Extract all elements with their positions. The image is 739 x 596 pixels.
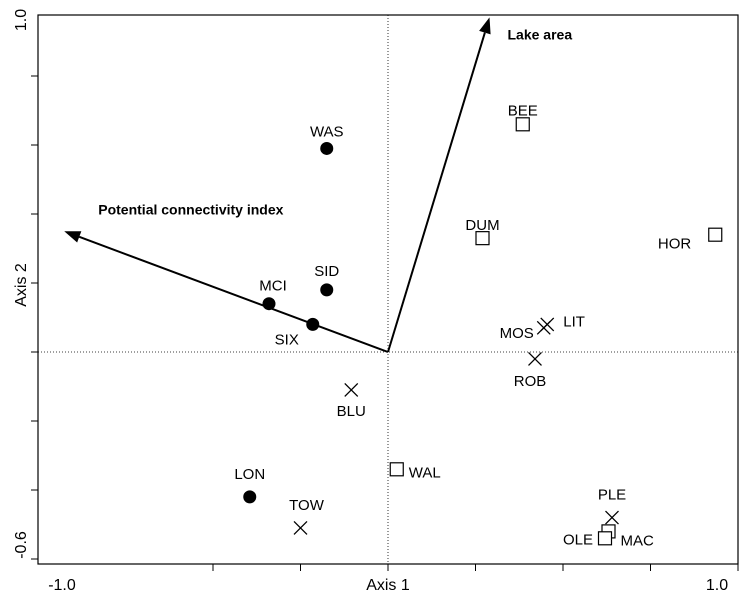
vector-arrowhead xyxy=(64,231,82,243)
x-tick-left: -1.0 xyxy=(48,577,76,594)
point-label: ROB xyxy=(514,373,547,390)
point-label: WAL xyxy=(409,464,441,481)
x-tick-right: 1.0 xyxy=(706,577,728,594)
point-marker xyxy=(515,117,530,132)
point-marker xyxy=(306,317,320,331)
y-tick-top: 1.0 xyxy=(13,9,30,31)
point-label: MCI xyxy=(259,278,287,295)
point-label: BEE xyxy=(508,102,538,119)
y-axis-label: Axis 2 xyxy=(13,263,30,307)
vector-label: Potential connectivity index xyxy=(98,201,283,217)
point-label: HOR xyxy=(658,236,692,253)
point-marker xyxy=(540,317,555,332)
axis-ticks xyxy=(31,75,739,571)
biplot-vectors: Lake area Potential connectivity index xyxy=(64,17,573,353)
x-axis-label: Axis 1 xyxy=(366,577,410,594)
point-marker xyxy=(528,351,542,366)
point-marker xyxy=(708,227,723,242)
point-label: MAC xyxy=(621,532,655,549)
point-label: WAS xyxy=(310,123,344,140)
point-label: LON xyxy=(234,466,265,483)
point-label: PLE xyxy=(598,487,626,504)
point-label: SIX xyxy=(275,331,299,348)
point-label: DUM xyxy=(465,217,499,234)
point-marker xyxy=(262,297,276,311)
point-label: BLU xyxy=(337,403,366,420)
point-label: TOW xyxy=(289,497,325,514)
point-marker xyxy=(389,462,404,477)
point-marker xyxy=(344,382,359,397)
vector-line xyxy=(387,32,486,353)
vector-arrowhead xyxy=(479,17,491,35)
point-label: LIT xyxy=(563,313,585,330)
site-points: WAS SID MCI SIX LON BLU TOW BEE DUM HOR MOS LIT ROB W… xyxy=(234,102,723,549)
point-label: OLE xyxy=(563,531,593,548)
point-label: MOS xyxy=(500,325,534,342)
point-marker xyxy=(320,141,334,155)
point-marker xyxy=(293,520,308,535)
point-marker xyxy=(475,231,490,246)
point-marker xyxy=(243,490,257,504)
point-marker xyxy=(597,531,613,546)
vector-line xyxy=(78,235,389,353)
vector-label: Lake area xyxy=(508,26,573,42)
y-tick-bottom: -0.6 xyxy=(13,531,30,559)
plot-frame xyxy=(37,14,739,565)
point-marker xyxy=(320,283,334,297)
point-label: SID xyxy=(314,263,339,280)
point-marker xyxy=(605,510,619,525)
